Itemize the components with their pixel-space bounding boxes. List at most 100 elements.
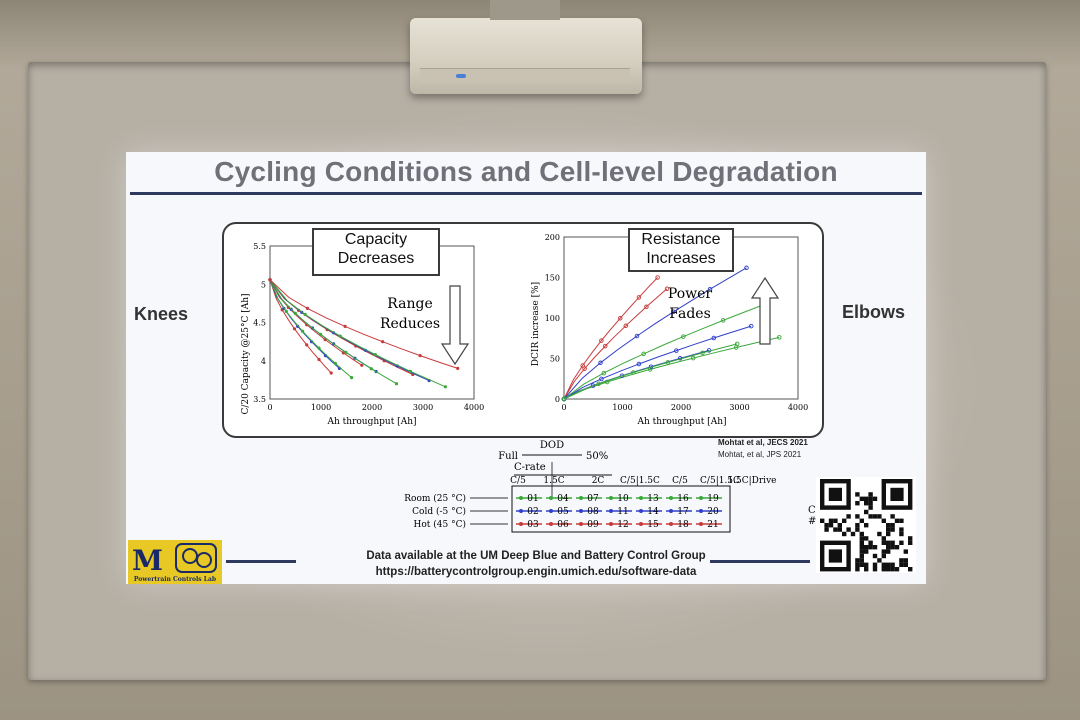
resistance-point	[582, 366, 587, 371]
resistance-point	[681, 334, 686, 339]
capacity-series-line	[269, 279, 332, 374]
resistance-point	[599, 376, 604, 382]
resistance-point	[602, 343, 608, 349]
range-label-2: Reduces	[380, 316, 440, 332]
capacity-series-line	[269, 279, 446, 388]
legend-cell-number: 07	[587, 494, 599, 504]
capacity-series-line	[269, 279, 352, 378]
legend-marker	[669, 509, 673, 513]
resistance-series-line	[563, 277, 658, 400]
title-rule	[130, 192, 922, 195]
legend-marker	[699, 509, 703, 513]
legend-marker	[519, 522, 523, 526]
rate-header: 2C	[592, 476, 605, 486]
legend-marker	[579, 496, 583, 500]
resistance-point	[580, 363, 585, 368]
legend-marker	[669, 522, 673, 526]
resistance-series-line	[563, 343, 738, 400]
resistance-ytick: 0	[555, 395, 560, 404]
legend-marker	[579, 509, 583, 513]
resistance-ytick: 100	[545, 314, 560, 323]
resistance-ylabel: DCIR increase [%]	[531, 282, 541, 366]
resistance-series-line	[563, 304, 764, 400]
capacity-ylabel: C/20 Capacity @25°C [Ah]	[241, 293, 251, 414]
legend-marker	[609, 509, 613, 513]
projector-status-light	[456, 74, 466, 78]
resistance-point	[707, 286, 713, 292]
rate-header: C/5|1.5C	[700, 476, 740, 486]
c-rate-label: C-rate	[514, 462, 546, 473]
legend-cell-number: 20	[707, 507, 719, 517]
legend-cell-number: 17	[677, 507, 689, 517]
legend-marker	[549, 522, 553, 526]
legend-marker	[609, 522, 613, 526]
resistance-ytick: 150	[545, 274, 560, 283]
capacity-callout: Capacity Decreases	[312, 228, 440, 276]
rate-header: C/5|1.5C	[620, 476, 660, 486]
resistance-point	[711, 335, 717, 341]
rate-header: C/5	[672, 476, 688, 486]
footer-line-1: Data available at the UM Deep Blue and B…	[366, 550, 706, 562]
capacity-ytick: 4.5	[253, 319, 266, 328]
resistance-series-line	[563, 288, 668, 400]
legend-cell-number: 11	[617, 507, 628, 517]
legend-marker	[639, 522, 643, 526]
legend-cell-number: 03	[527, 520, 539, 530]
power-label-2: Fades	[669, 306, 711, 322]
resistance-point	[671, 309, 676, 315]
dod-label: DOD	[540, 440, 564, 451]
resistance-point	[617, 316, 623, 321]
legend-marker	[699, 522, 703, 526]
resistance-xtick: 4000	[788, 403, 808, 412]
qr-code	[816, 477, 916, 573]
cell-legend: DOD Full 50%	[256, 438, 828, 538]
legend-marker	[639, 496, 643, 500]
range-down-arrow	[440, 285, 470, 366]
projector	[410, 0, 642, 94]
elbows-label: Elbows	[842, 302, 906, 322]
resistance-xlabel: Ah throughput [Ah]	[637, 417, 727, 427]
capacity-series-line	[269, 279, 397, 385]
footer: Data available at the UM Deep Blue and B…	[286, 548, 786, 580]
legend-cell-number: 02	[527, 507, 538, 517]
resistance-xtick: 0	[561, 403, 566, 412]
capacity-ytick: 5	[261, 280, 266, 289]
capacity-xtick: 4000	[464, 403, 484, 412]
resistance-series-line	[563, 267, 747, 400]
legend-cell-number: 08	[587, 507, 599, 517]
legend-box	[511, 485, 731, 533]
resistance-point	[561, 396, 567, 402]
legend-marker	[519, 509, 523, 513]
legend-cell-number: 14	[647, 507, 659, 517]
power-label-1: Power	[668, 286, 713, 302]
legend-row-label: Cold (-5 °C)	[412, 506, 466, 517]
rate-header: 1.5C	[543, 476, 564, 486]
legend-cell-number: 13	[647, 494, 659, 504]
resistance-point	[664, 286, 670, 292]
legend-cell-number: 06	[557, 520, 569, 530]
capacity-xtick: 0	[267, 403, 272, 412]
resistance-xtick: 1000	[612, 403, 632, 412]
projector-mount	[490, 0, 560, 20]
resistance-callout: Resistance Increases	[628, 228, 734, 272]
legend-cell-number: 12	[617, 520, 628, 530]
capacity-ytick: 4	[261, 357, 266, 366]
resistance-xtick: 3000	[729, 403, 749, 412]
legend-cell-number: 04	[557, 494, 569, 504]
capacity-xtick: 3000	[413, 403, 433, 412]
presentation-slide: Cycling Conditions and Cell-level Degrad…	[126, 152, 926, 584]
legend-cell-number: 10	[617, 494, 629, 504]
dod-half-label: 50%	[586, 451, 608, 462]
resistance-point	[601, 370, 607, 376]
legend-marker	[609, 496, 613, 500]
knees-label: Knees	[134, 304, 189, 324]
legend-row-label: Room (25 °C)	[404, 493, 466, 504]
resistance-xtick: 2000	[671, 403, 691, 412]
resistance-ytick: 50	[550, 355, 560, 364]
legend-marker	[579, 522, 583, 526]
capacity-series-line	[269, 279, 458, 369]
capacity-ytick: 3.5	[253, 395, 266, 404]
legend-row-label: Hot (45 °C)	[414, 519, 466, 530]
legend-cell-number: 01	[527, 494, 538, 504]
resistance-up-arrow	[750, 276, 780, 345]
